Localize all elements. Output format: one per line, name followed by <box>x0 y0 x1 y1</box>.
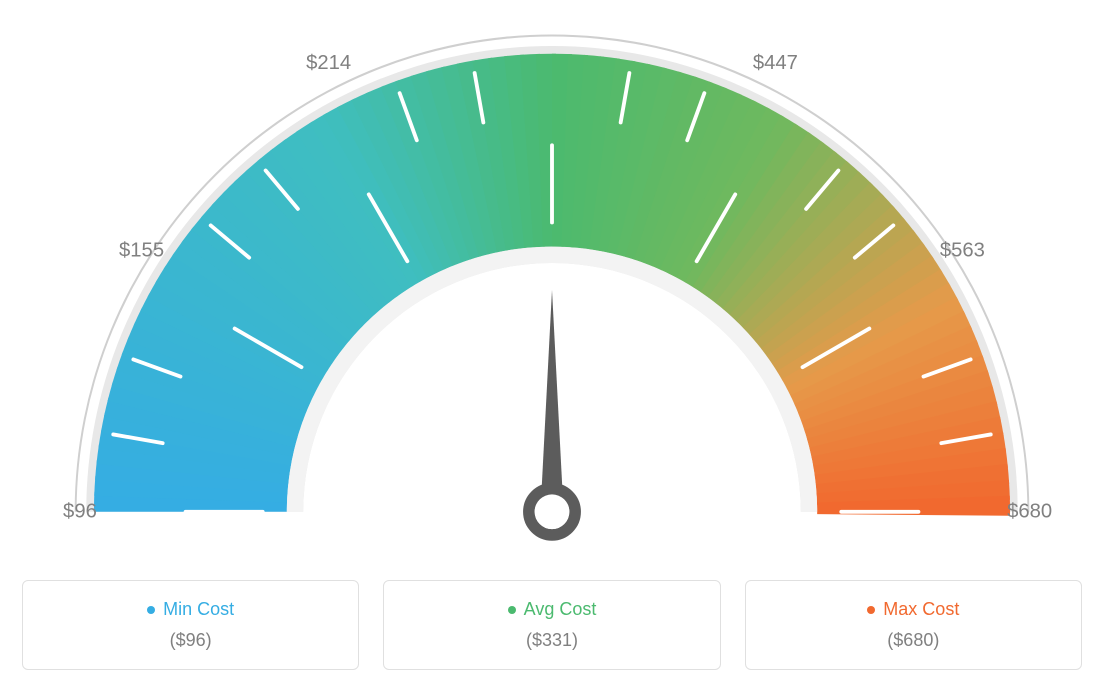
scale-label: $96 <box>63 501 97 523</box>
scale-label: $680 <box>1007 501 1052 523</box>
scale-label: $447 <box>753 52 798 74</box>
dot-icon-max <box>867 606 875 614</box>
dot-icon-avg <box>508 606 516 614</box>
legend-value-min: ($96) <box>43 630 338 651</box>
legend-title-min: Min Cost <box>147 599 234 620</box>
dot-icon-min <box>147 606 155 614</box>
legend-card-max: Max Cost ($680) <box>745 580 1082 670</box>
legend-row: Min Cost ($96) Avg Cost ($331) Max Cost … <box>22 580 1082 670</box>
legend-value-avg: ($331) <box>404 630 699 651</box>
legend-title-avg: Avg Cost <box>508 599 597 620</box>
cost-gauge: $96$155$214$331$447$563$680 <box>22 20 1082 560</box>
legend-label-max: Max Cost <box>883 599 959 620</box>
legend-label-avg: Avg Cost <box>524 599 597 620</box>
legend-value-max: ($680) <box>766 630 1061 651</box>
scale-label: $214 <box>306 52 351 74</box>
legend-card-avg: Avg Cost ($331) <box>383 580 720 670</box>
scale-label: $563 <box>940 239 985 261</box>
scale-label: $155 <box>119 239 164 261</box>
legend-label-min: Min Cost <box>163 599 234 620</box>
gauge-svg: $96$155$214$331$447$563$680 <box>22 20 1082 560</box>
legend-title-max: Max Cost <box>867 599 959 620</box>
legend-card-min: Min Cost ($96) <box>22 580 359 670</box>
